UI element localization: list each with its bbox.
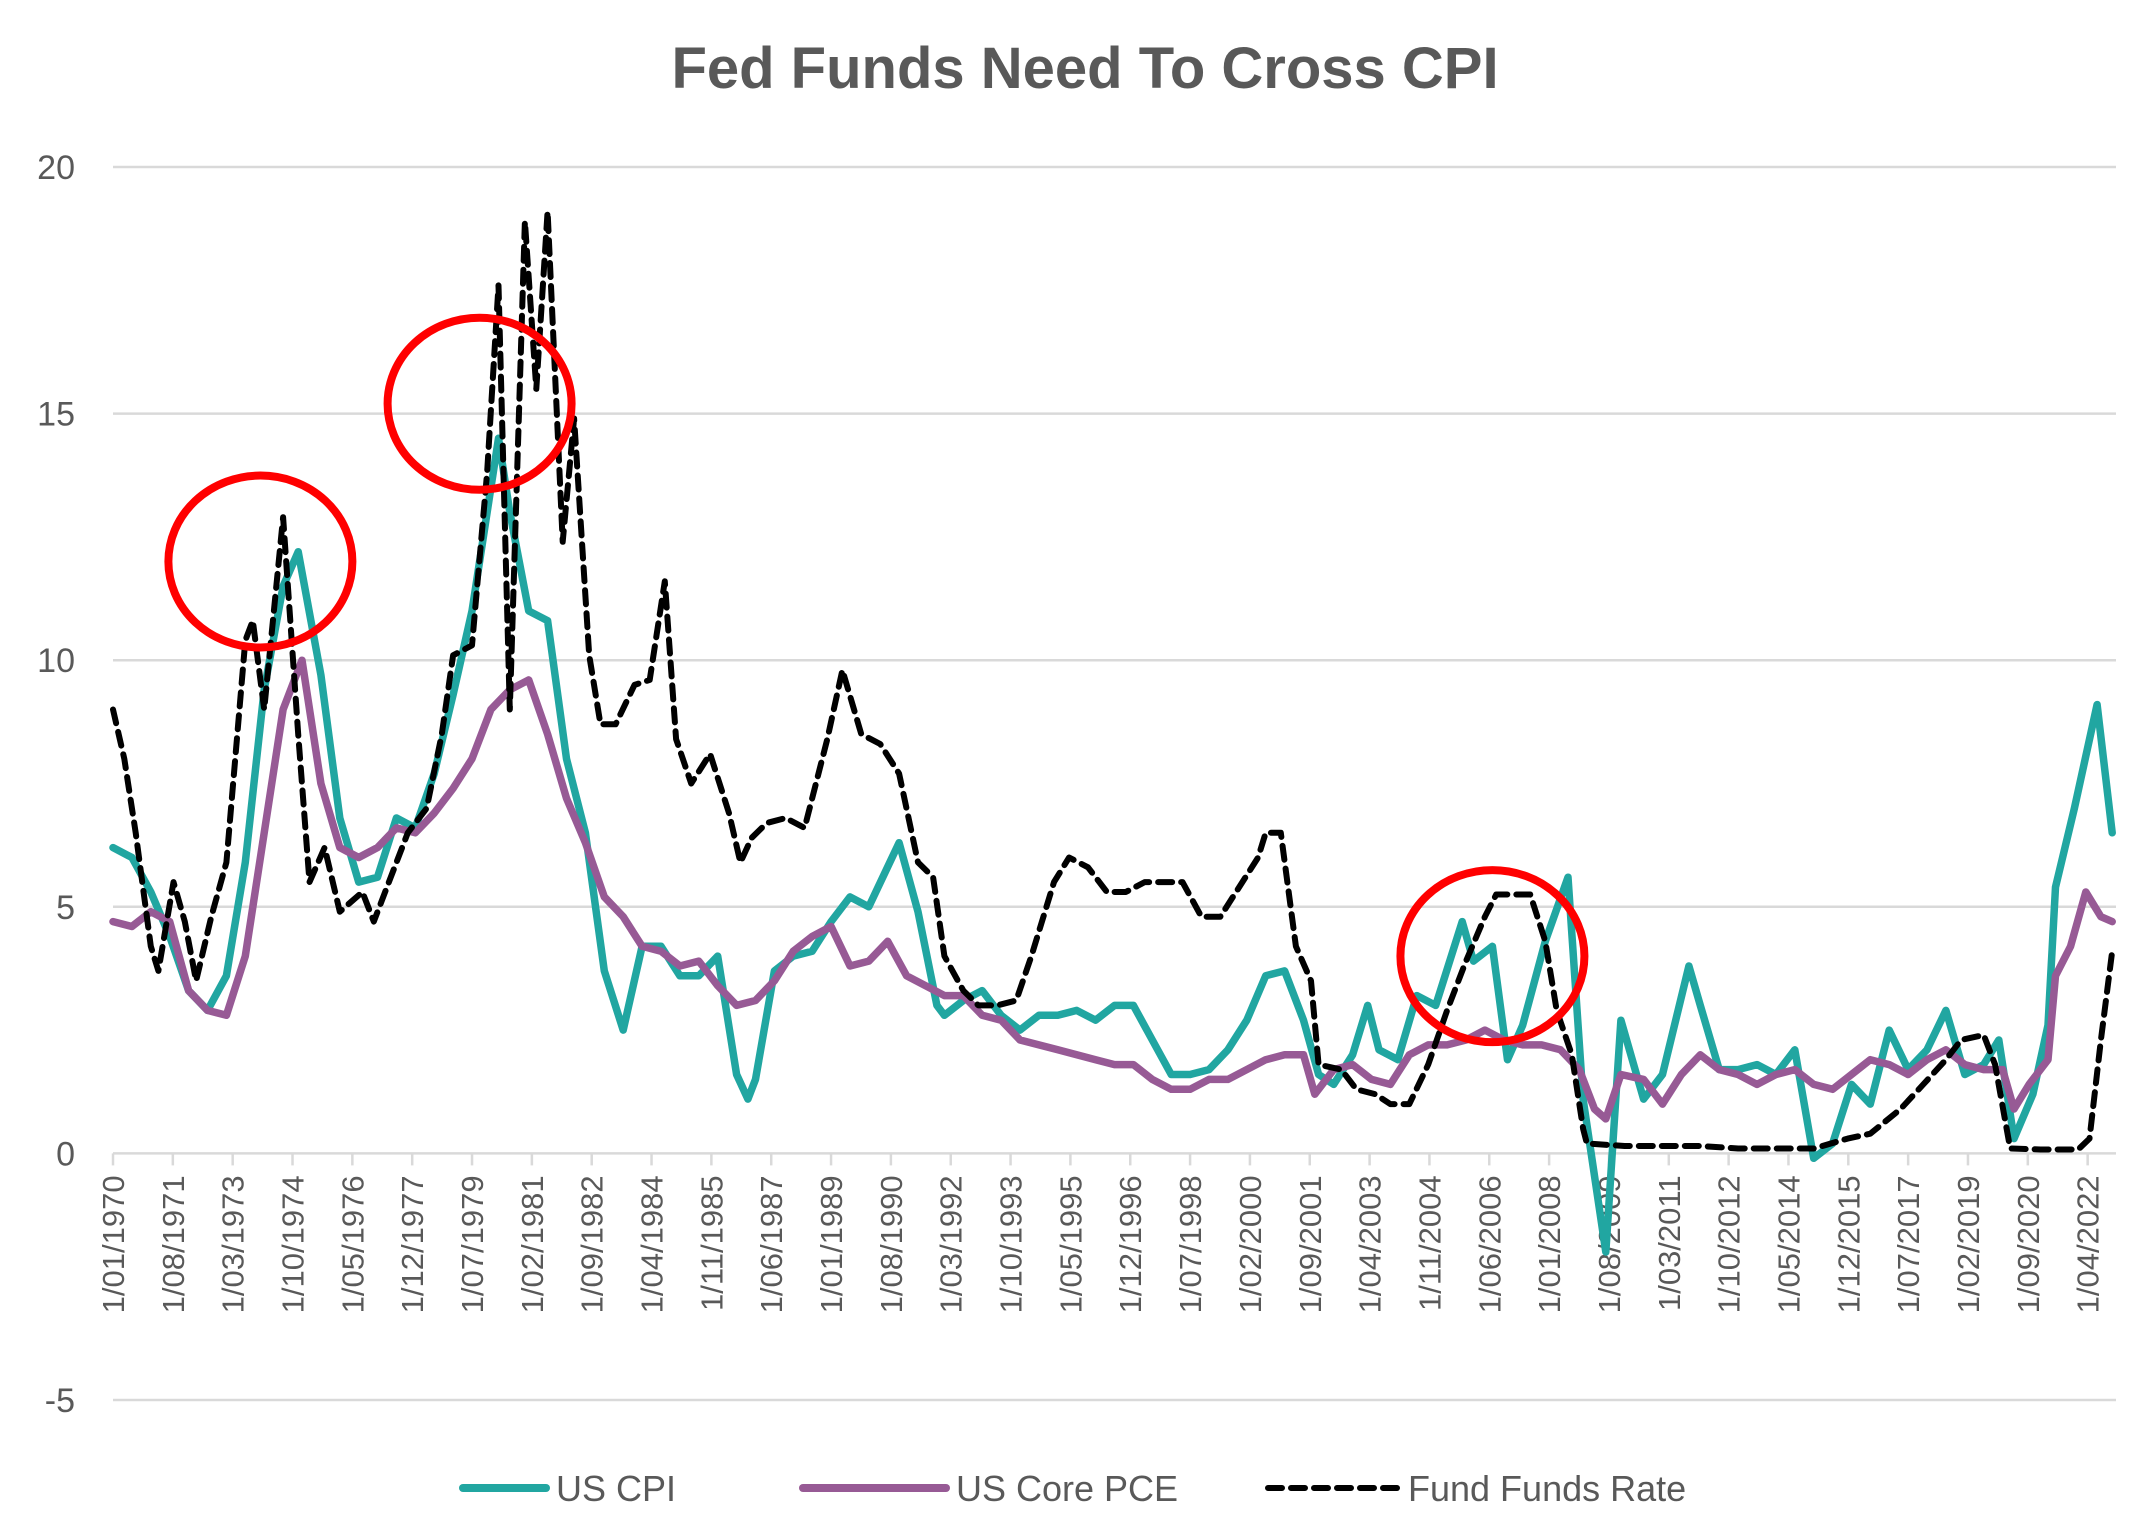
x-tick-label: 1/04/1984 [635, 1175, 670, 1313]
red-circle-annotation [1396, 866, 1589, 1047]
x-tick-label: 1/05/1976 [335, 1175, 370, 1313]
legend-item: US CPI [459, 1468, 676, 1509]
x-tick-label: 1/12/2015 [1831, 1175, 1866, 1313]
series-us-cpi [109, 434, 2116, 1256]
x-tick-label: 1/07/1979 [455, 1175, 490, 1313]
x-tick-label: 1/01/1989 [814, 1175, 849, 1313]
x-tick-label: 1/11/2004 [1412, 1175, 1447, 1311]
x-tick-label: 1/04/2022 [2071, 1175, 2106, 1313]
legend-label: Fund Funds Rate [1408, 1468, 1686, 1509]
x-tick-label: 1/05/2014 [1771, 1175, 1806, 1313]
x-tick-label: 1/02/2000 [1233, 1175, 1268, 1313]
chart-title: Fed Funds Need To Cross CPI [671, 36, 1498, 101]
x-tick-label: 1/11/1985 [694, 1175, 729, 1311]
x-tick-label: 1/03/2011 [1652, 1175, 1687, 1311]
x-tick-label: 1/05/1995 [1053, 1175, 1088, 1313]
x-tick-label: 1/01/2008 [1532, 1175, 1567, 1313]
x-tick-label: 1/03/1992 [934, 1175, 969, 1313]
series-lines [109, 208, 2116, 1256]
x-tick-label: 1/01/1970 [96, 1175, 131, 1313]
gridlines [113, 165, 2116, 1402]
x-tick-label: 1/02/1981 [515, 1175, 550, 1313]
x-tick-label: 1/02/2019 [1951, 1175, 1986, 1313]
x-tick-label: 1/08/1990 [874, 1175, 909, 1313]
x-tick-label: 1/06/2006 [1472, 1175, 1507, 1313]
x-tick-label: 1/12/1996 [1113, 1175, 1148, 1313]
x-tick-label: 1/09/2001 [1293, 1175, 1328, 1313]
annotations [164, 313, 1589, 1047]
red-circle-annotation [164, 471, 357, 652]
y-tick-label: 15 [37, 396, 75, 434]
series-fund-funds-rate [110, 208, 2116, 1153]
x-tick-label: 1/06/1987 [754, 1175, 789, 1313]
x-tick-label: 1/09/2020 [2011, 1175, 2046, 1313]
y-tick-label: 10 [37, 642, 75, 680]
y-tick-label: 20 [37, 149, 75, 187]
x-tick-label: 1/10/2012 [1712, 1175, 1747, 1313]
x-tick-label: 1/04/2003 [1353, 1175, 1388, 1313]
red-circle-annotation [383, 313, 576, 494]
y-tick-label: 0 [56, 1135, 75, 1173]
legend-label: US Core PCE [956, 1468, 1178, 1509]
x-tick-label: 1/10/1974 [276, 1175, 311, 1313]
legend-item: US Core PCE [799, 1468, 1178, 1509]
x-tick-label: 1/07/2017 [1891, 1175, 1926, 1313]
x-axis: 1/01/1970 1/08/1971 1/03/1973 1/10/1974 1/05… [96, 1153, 2106, 1313]
x-tick-label: 1/07/1998 [1173, 1175, 1208, 1313]
x-tick-label: 1/03/1973 [216, 1175, 251, 1313]
y-axis-ticks: 20 15 10 5 0 -5 [37, 149, 75, 1420]
x-tick-label: 1/09/1982 [575, 1175, 610, 1313]
x-tick-label: 1/08/1971 [156, 1175, 191, 1313]
y-tick-label: 5 [56, 889, 75, 927]
x-tick-label: 1/10/1993 [994, 1175, 1029, 1313]
y-tick-label: -5 [45, 1382, 75, 1420]
legend: US CPI US Core PCE Fund Funds Rate [459, 1468, 1686, 1509]
series-us-core-pce [109, 656, 2116, 1123]
legend-label: US CPI [556, 1468, 676, 1509]
legend-item: Fund Funds Rate [1265, 1468, 1686, 1509]
x-tick-label: 1/12/1977 [395, 1175, 430, 1313]
